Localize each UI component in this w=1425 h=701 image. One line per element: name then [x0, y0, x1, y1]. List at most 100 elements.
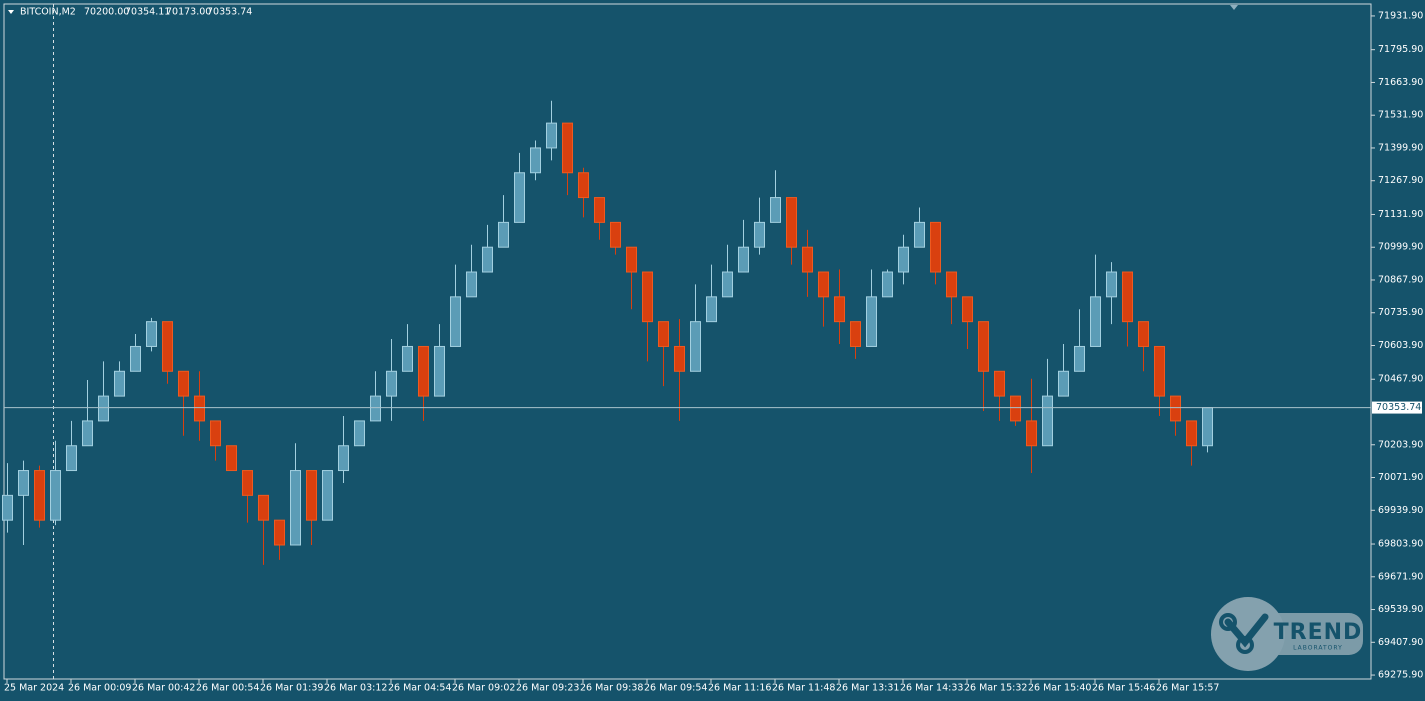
x-tick-label: 25 Mar 2024: [4, 683, 64, 694]
candle-body: [530, 147, 541, 174]
candle-body: [306, 470, 317, 521]
candle-body: [482, 246, 493, 273]
y-tick-label: 71267.90: [1378, 175, 1423, 186]
candle-body: [546, 122, 557, 149]
candle-body: [786, 197, 797, 248]
candle-body: [962, 296, 973, 323]
ohlc-low: 70173.00: [166, 7, 211, 18]
candle-body: [1106, 271, 1117, 298]
logo-subtitle: LABORATORY: [1293, 645, 1343, 652]
candle-body: [290, 470, 301, 546]
candle-body: [178, 370, 189, 397]
candle-body: [226, 445, 237, 472]
x-tick-label: 26 Mar 15:40: [1028, 683, 1091, 694]
candle-body: [242, 470, 253, 496]
candle-body: [66, 445, 77, 472]
candle-body: [1026, 420, 1037, 447]
candle-body: [834, 296, 845, 323]
candle-body: [626, 246, 637, 273]
candle-body: [738, 246, 749, 273]
candle-body: [322, 470, 333, 521]
current-price-label: 70353.74: [1376, 402, 1421, 413]
x-tick-label: 26 Mar 04:54: [388, 683, 451, 694]
candle-body: [770, 197, 781, 223]
y-tick-label: 69407.90: [1378, 637, 1423, 648]
candle-body: [18, 470, 29, 496]
x-tick-label: 26 Mar 00:42: [132, 683, 195, 694]
candle-body: [98, 395, 109, 422]
y-tick-label: 70867.90: [1378, 274, 1423, 285]
candle-body: [994, 370, 1005, 397]
candle-body: [1186, 420, 1197, 447]
candle-body: [258, 494, 269, 521]
y-tick-label: 69539.90: [1378, 604, 1423, 615]
candle-body: [946, 271, 957, 298]
candle-body: [338, 445, 349, 472]
candle-body: [594, 197, 605, 223]
x-tick-label: 26 Mar 11:16: [708, 683, 771, 694]
candle-body: [402, 345, 413, 372]
candle-body: [1090, 296, 1101, 347]
candle-body: [610, 221, 621, 248]
header-toggle[interactable]: [8, 10, 14, 14]
candle-body: [114, 370, 125, 397]
x-tick-label: 26 Mar 15:32: [964, 683, 1027, 694]
candle-body: [674, 345, 685, 372]
candle-body: [866, 296, 877, 347]
x-tick-label: 26 Mar 11:48: [772, 683, 835, 694]
candle-body: [1074, 345, 1085, 372]
candle-body: [562, 122, 573, 174]
candle-body: [754, 221, 765, 248]
candle-body: [418, 345, 429, 397]
candle-body: [1154, 345, 1165, 397]
y-tick-label: 70603.90: [1378, 340, 1423, 351]
x-tick-label: 26 Mar 09:02: [452, 683, 515, 694]
y-tick-label: 71931.90: [1378, 10, 1423, 21]
watermark: TREND LABORATORY: [1211, 597, 1363, 671]
y-tick-label: 69275.90: [1378, 670, 1423, 681]
ohlc-close: 70353.74: [207, 7, 252, 18]
candle-body: [706, 296, 717, 323]
candle-body: [82, 420, 93, 447]
y-tick-label: 69939.90: [1378, 505, 1423, 516]
candle-body: [1042, 395, 1053, 447]
candle-body: [450, 296, 461, 347]
y-tick-label: 70999.90: [1378, 242, 1423, 253]
candle-body: [690, 321, 701, 372]
candle-body: [722, 271, 733, 298]
y-tick-label: 70467.90: [1378, 374, 1423, 385]
candle-body: [370, 395, 381, 422]
symbol-label: BITCOIN,M2: [20, 7, 76, 18]
plot-frame: [3, 3, 1372, 680]
x-tick-label: 26 Mar 09:23: [516, 683, 579, 694]
y-tick-label: 71531.90: [1378, 110, 1423, 121]
x-tick-label: 26 Mar 09:38: [580, 683, 643, 694]
candle-body: [434, 345, 445, 397]
candle-body: [162, 321, 173, 372]
candle-body: [34, 470, 45, 521]
candle-body: [578, 172, 589, 199]
x-tick-label: 26 Mar 01:39: [260, 683, 323, 694]
y-tick-label: 69803.90: [1378, 539, 1423, 550]
candle-body: [914, 221, 925, 248]
ohlc-open: 70200.00: [84, 7, 129, 18]
y-tick-label: 71795.90: [1378, 44, 1423, 55]
candle-body: [882, 271, 893, 298]
x-tick-label: 26 Mar 00:54: [196, 683, 259, 694]
candle-body: [930, 221, 941, 273]
candle-body: [802, 246, 813, 273]
y-tick-label: 70203.90: [1378, 439, 1423, 450]
x-tick-label: 26 Mar 09:54: [644, 683, 707, 694]
candle-body: [898, 246, 909, 273]
candle-body: [1122, 271, 1133, 323]
y-tick-label: 71131.90: [1378, 209, 1423, 220]
x-tick-label: 26 Mar 15:46: [1092, 683, 1155, 694]
candle-body: [514, 172, 525, 223]
candle-body: [818, 271, 829, 298]
ohlc-high: 70354.11: [125, 7, 170, 18]
candle-body: [146, 321, 157, 347]
candle-body: [210, 420, 221, 447]
candle-body: [1058, 370, 1069, 397]
